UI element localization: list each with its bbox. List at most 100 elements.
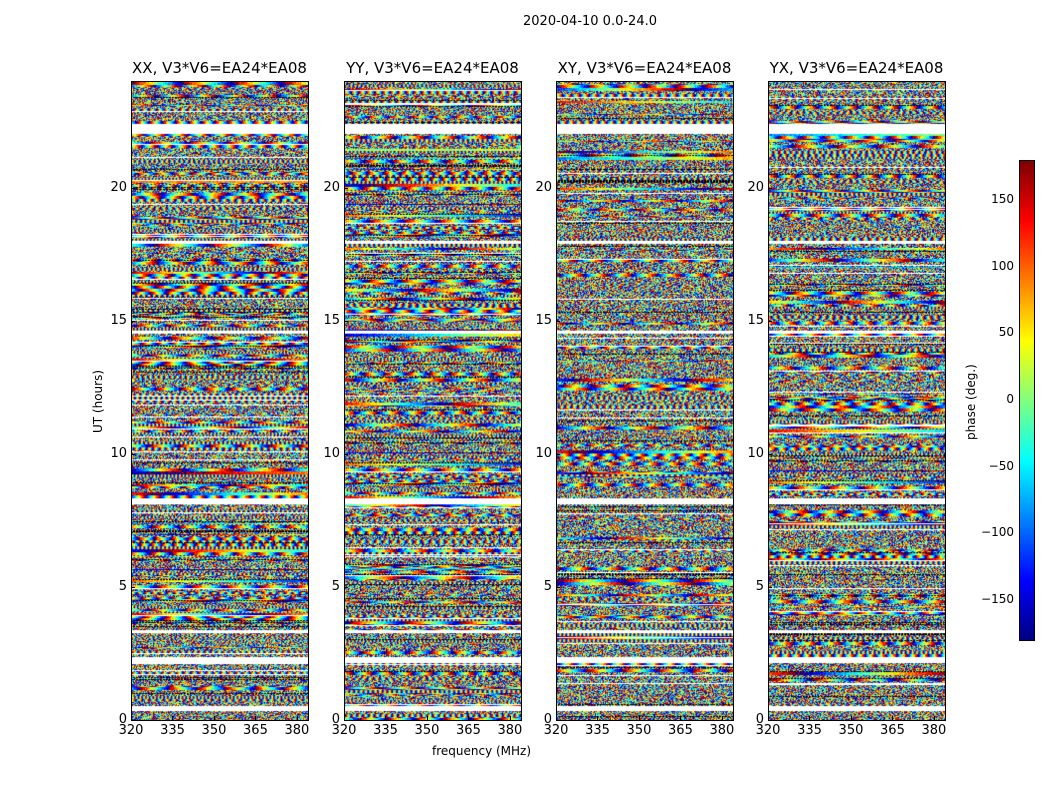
panel-title: XY, V3*V6=EA24*EA08 [557,59,732,77]
x-tick-mark [172,716,174,720]
x-tick-mark [809,716,811,720]
panel-title: XX, V3*V6=EA24*EA08 [132,59,307,77]
y-tick-label: 20 [535,179,552,195]
y-tick-label: 15 [535,312,552,328]
y-tick-mark [768,187,772,189]
x-tick-label: 320 [331,723,357,738]
y-tick-label: 15 [110,312,127,328]
panel-title: YX, V3*V6=EA24*EA08 [769,59,944,77]
x-tick-label: 365 [880,723,905,738]
x-tick-label: 380 [284,723,310,738]
x-tick-mark [850,716,852,720]
x-tick-label: 335 [797,723,822,738]
y-tick-mark [344,720,348,721]
x-tick-label: 335 [585,723,610,738]
x-axis-label: frequency (MHz) [432,744,532,758]
y-tick-label: 10 [747,445,764,461]
x-tick-mark [344,716,345,720]
x-tick-mark [638,716,640,720]
panel-title: YY, V3*V6=EA24*EA08 [346,59,519,77]
colorbar-tick-label: −50 [988,458,1014,473]
y-tick-mark [768,320,772,322]
y-tick-label: 20 [323,179,340,195]
y-tick-label: 0 [118,712,127,727]
x-tick-mark [296,716,298,720]
x-tick-label: 365 [668,723,693,738]
x-tick-mark [468,716,470,720]
y-tick-mark [768,586,772,588]
heatmap-panel [344,81,522,721]
x-tick-label: 365 [243,723,268,738]
y-tick-label: 5 [331,578,340,594]
heatmap-panel [768,81,946,721]
y-tick-label: 0 [755,712,764,727]
y-tick-mark [556,320,560,322]
x-tick-mark [721,716,723,720]
y-tick-mark [131,586,135,588]
y-tick-mark [344,453,348,455]
colorbar-tick-label: 50 [998,325,1014,340]
x-tick-mark [213,716,215,720]
x-tick-mark [680,716,682,720]
y-tick-mark [768,453,772,455]
y-tick-label: 5 [543,578,552,594]
colorbar-tick-label: 150 [991,192,1014,206]
x-tick-mark [509,716,511,720]
x-tick-mark [426,716,428,720]
y-tick-mark [556,586,560,588]
y-tick-label: 5 [118,578,127,594]
x-tick-label: 320 [118,723,144,738]
x-tick-mark [255,716,257,720]
y-tick-mark [131,320,135,322]
x-tick-label: 350 [201,723,227,738]
y-tick-mark [344,586,348,588]
colorbar-tick-label: 0 [1006,392,1014,406]
x-tick-mark [556,716,557,720]
x-tick-label: 320 [755,723,781,738]
x-tick-mark [385,716,387,720]
colorbar-tick-label: −100 [981,525,1014,540]
x-tick-mark [933,716,935,720]
x-tick-mark [768,716,769,720]
y-tick-label: 20 [747,179,764,195]
y-tick-label: 10 [323,445,340,461]
y-tick-mark [556,453,560,455]
y-tick-label: 10 [110,445,127,461]
y-tick-label: 0 [331,712,340,727]
heatmap-panel [131,81,309,721]
x-tick-label: 380 [497,723,523,738]
y-tick-mark [556,187,560,189]
x-tick-label: 380 [709,723,735,738]
y-tick-mark [768,720,772,721]
y-tick-label: 15 [747,312,764,328]
x-tick-label: 350 [414,723,440,738]
y-tick-label: 5 [755,578,764,594]
y-tick-mark [344,320,348,322]
x-tick-mark [131,716,132,720]
y-tick-mark [131,720,135,721]
x-tick-label: 365 [456,723,481,738]
y-tick-mark [344,187,348,189]
colorbar [1019,160,1035,641]
x-tick-label: 320 [543,723,569,738]
heatmap-panel [556,81,734,721]
y-tick-mark [556,720,560,721]
x-tick-label: 350 [626,723,652,738]
colorbar-tick-label: −150 [981,592,1014,606]
x-tick-label: 350 [838,723,864,738]
y-tick-label: 15 [323,312,340,328]
x-tick-label: 380 [921,723,947,738]
y-tick-label: 20 [110,179,127,195]
x-tick-mark [597,716,599,720]
x-tick-label: 335 [373,723,398,738]
y-tick-mark [131,453,135,455]
x-tick-mark [892,716,894,720]
y-tick-label: 0 [543,712,552,727]
y-axis-label: UT (hours) [91,369,105,433]
y-tick-label: 10 [535,445,552,461]
y-tick-mark [131,187,135,189]
x-tick-label: 335 [160,723,185,738]
figure-title: 2020-04-10 0.0-24.0 [523,14,657,29]
colorbar-label: phase (deg.) [964,364,978,440]
colorbar-tick-label: 100 [991,258,1014,273]
